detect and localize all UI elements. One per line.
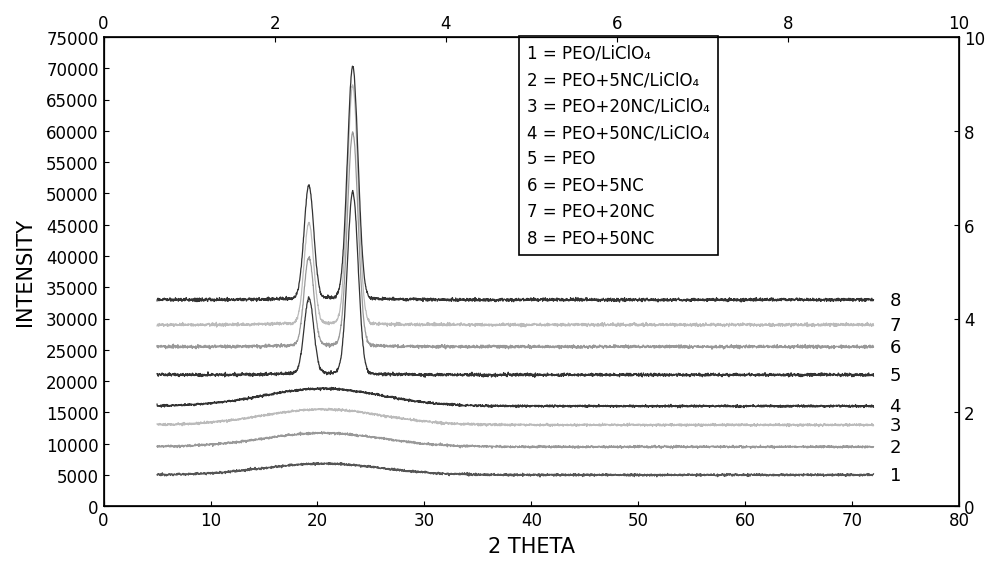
Text: 4: 4 [889, 397, 900, 416]
X-axis label: 2 THETA: 2 THETA [488, 536, 574, 556]
Text: 7: 7 [889, 316, 900, 335]
Text: 3: 3 [889, 416, 900, 434]
Text: 1: 1 [889, 466, 900, 484]
Text: 6: 6 [889, 338, 900, 356]
Text: 2: 2 [889, 438, 900, 456]
Text: 1 = PEO/LiClO₄
2 = PEO+5NC/LiClO₄
3 = PEO+20NC/LiClO₄
4 = PEO+50NC/LiClO₄
5 = PE: 1 = PEO/LiClO₄ 2 = PEO+5NC/LiClO₄ 3 = PE… [526, 45, 709, 247]
Y-axis label: INTENSITY: INTENSITY [15, 218, 35, 326]
Text: 8: 8 [889, 291, 900, 309]
Text: 5: 5 [889, 367, 900, 384]
